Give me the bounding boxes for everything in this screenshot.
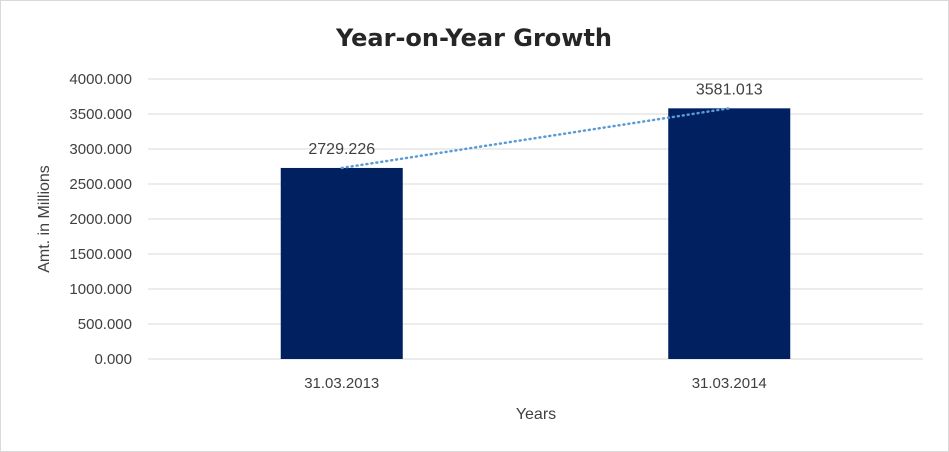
x-tick-label: 31.03.2014 xyxy=(692,375,767,392)
y-tick-label: 3500.000 xyxy=(69,106,132,123)
x-tick-label: 31.03.2013 xyxy=(304,375,379,392)
y-axis-label: Amt. in Millions xyxy=(36,165,53,273)
x-axis-ticks: 31.03.2013 31.03.2014 xyxy=(304,375,767,392)
trendline-group xyxy=(340,107,731,170)
y-tick-label: 500.000 xyxy=(78,316,132,333)
y-tick-label: 4000.000 xyxy=(69,71,132,88)
gridlines xyxy=(148,78,923,360)
data-labels: 2729.226 3581.013 xyxy=(308,81,762,158)
y-tick-label: 2500.000 xyxy=(69,176,132,193)
bar xyxy=(668,108,791,359)
bar xyxy=(280,167,403,359)
y-tick-label: 2000.000 xyxy=(69,211,132,228)
data-label: 2729.226 xyxy=(308,141,375,158)
y-tick-label: 3000.000 xyxy=(69,141,132,158)
chart-title: Year-on-Year Growth xyxy=(335,24,612,52)
y-tick-label: 0.000 xyxy=(94,351,132,368)
data-label: 3581.013 xyxy=(696,81,763,98)
y-tick-label: 1500.000 xyxy=(69,246,132,263)
x-axis-label: Years xyxy=(516,406,556,423)
bars xyxy=(280,108,791,359)
y-axis-ticks: 0.000 500.000 1000.000 1500.000 2000.000 2500… xyxy=(69,71,132,368)
trendline xyxy=(340,107,731,170)
y-tick-label: 1000.000 xyxy=(69,281,132,298)
